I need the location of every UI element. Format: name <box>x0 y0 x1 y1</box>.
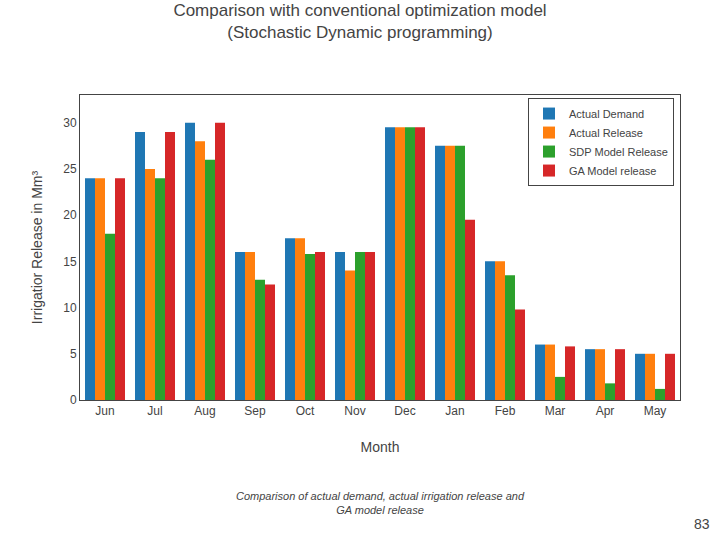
svg-text:0: 0 <box>70 393 77 407</box>
svg-text:Jul: Jul <box>147 404 162 418</box>
svg-text:Oct: Oct <box>296 404 315 418</box>
svg-text:Comparison of actual demand, a: Comparison of actual demand, actual irri… <box>236 490 525 516</box>
svg-text:5: 5 <box>70 347 77 361</box>
svg-text:Actual Demand: Actual Demand <box>569 108 644 120</box>
svg-text:Nov: Nov <box>344 404 365 418</box>
svg-text:15: 15 <box>63 255 77 269</box>
svg-text:Irrigatior Release in Mm³: Irrigatior Release in Mm³ <box>29 171 45 325</box>
svg-text:Sep: Sep <box>244 404 266 418</box>
svg-text:Jun: Jun <box>95 404 114 418</box>
svg-text:Aug: Aug <box>194 404 215 418</box>
svg-text:Mar: Mar <box>545 404 566 418</box>
svg-text:Jan: Jan <box>445 404 464 418</box>
svg-text:10: 10 <box>63 301 77 315</box>
svg-text:Apr: Apr <box>596 404 615 418</box>
svg-text:SDP Model Release: SDP Model Release <box>569 146 668 158</box>
svg-text:Feb: Feb <box>495 404 516 418</box>
svg-text:Actual Release: Actual Release <box>569 127 643 139</box>
svg-text:Comparison with conventional o: Comparison with conventional optimizatio… <box>173 1 546 42</box>
svg-text:GA Model release: GA Model release <box>569 165 656 177</box>
svg-text:25: 25 <box>63 162 77 176</box>
svg-text:Month: Month <box>361 439 400 455</box>
svg-text:83: 83 <box>694 516 710 532</box>
svg-text:20: 20 <box>63 208 77 222</box>
svg-text:May: May <box>644 404 667 418</box>
svg-text:30: 30 <box>63 116 77 130</box>
svg-text:Dec: Dec <box>394 404 415 418</box>
